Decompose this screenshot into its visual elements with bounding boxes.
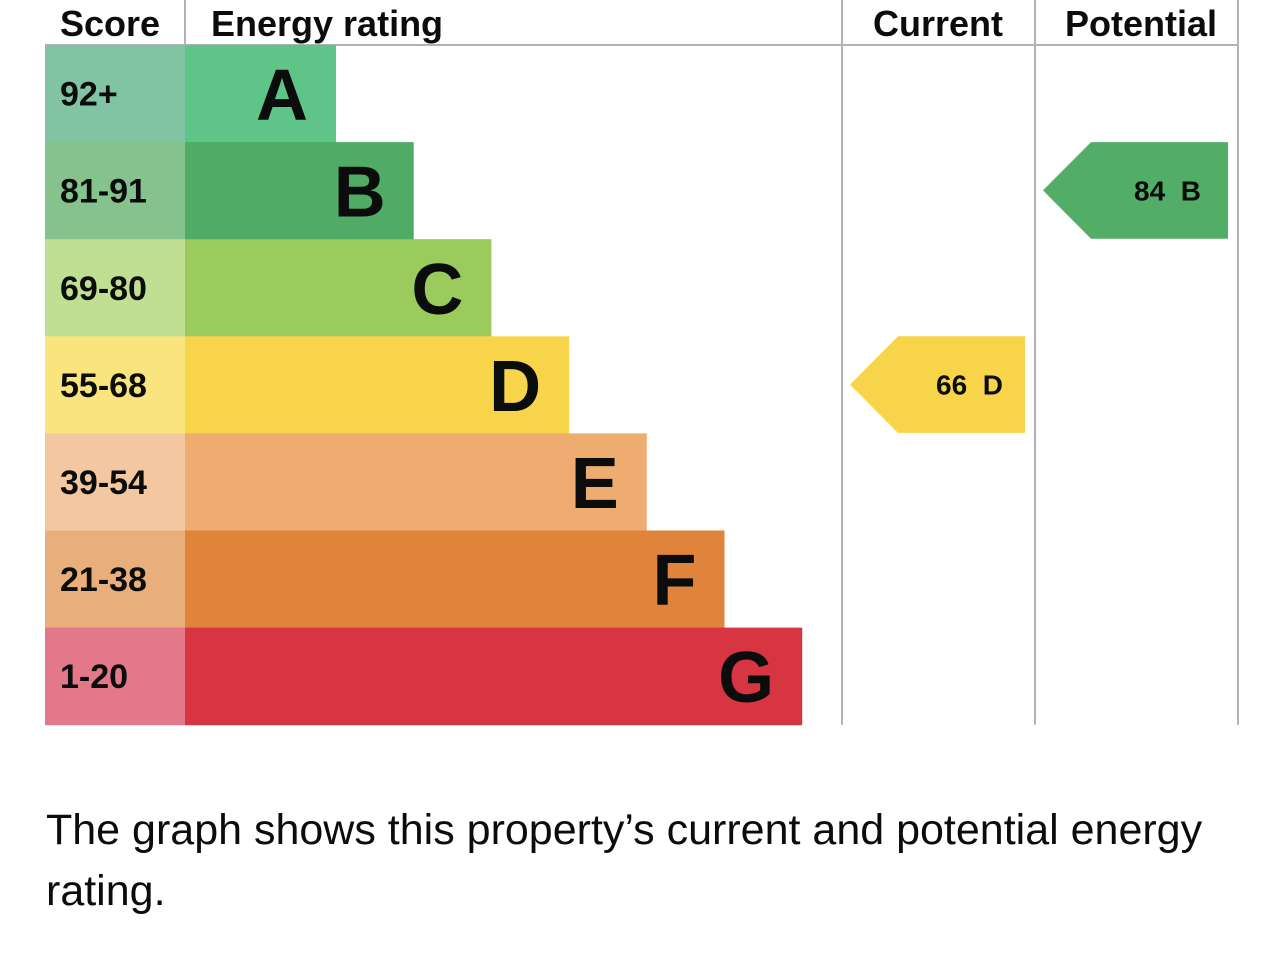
score-range-f: 21-38 xyxy=(60,561,147,599)
header-current: Current xyxy=(873,3,1003,44)
rating-bands: 92+ A 81-91 B 69-80 C 55-68 D 39-54 E 21-38 F 1-20 G xyxy=(45,45,803,726)
score-cell-d xyxy=(45,336,185,434)
rating-arrows: 66 D 84 B xyxy=(850,142,1228,433)
band-letter-b: B xyxy=(334,153,386,233)
score-range-g: 1-20 xyxy=(60,658,128,696)
potential-rating-arrow xyxy=(1043,142,1228,239)
header-score: Score xyxy=(60,3,160,44)
band-bar-d xyxy=(185,336,570,434)
score-range-e: 39-54 xyxy=(60,464,147,502)
header-energy-rating: Energy rating xyxy=(211,3,443,44)
chart-caption: The graph shows this property’s current … xyxy=(46,806,1203,915)
band-bar-c xyxy=(185,239,492,337)
epc-chart-svg: 92+ A81-91 B69-80 C55-68 D39-54 E21-38 F1-20 G … xyxy=(45,0,1239,726)
band-bar-e xyxy=(185,433,647,531)
band-letter-g: G xyxy=(718,638,774,718)
score-cell-g xyxy=(45,627,185,726)
band-letter-a: A xyxy=(256,56,308,136)
epc-chart: 92+ A 81-91 B 69-80 C 55-68 D 39-54 E 21-38 F 1-20 G … xyxy=(45,0,1239,726)
band-bar-f xyxy=(185,530,725,629)
header-potential: Potential xyxy=(1065,3,1217,44)
band-letter-e: E xyxy=(571,444,619,524)
score-range-a: 92+ xyxy=(60,76,118,114)
band-bar-b xyxy=(185,142,414,240)
band-bar-g xyxy=(185,627,803,726)
score-range-c: 69-80 xyxy=(60,270,147,308)
current-rating-arrow xyxy=(850,336,1025,433)
band-letter-c: C xyxy=(411,250,463,330)
score-cell-b xyxy=(45,142,185,240)
score-cell-e xyxy=(45,433,185,531)
score-cell-a xyxy=(45,45,185,143)
score-range-b: 81-91 xyxy=(60,173,147,211)
band-letter-d: D xyxy=(489,347,541,427)
band-letter-f: F xyxy=(653,541,697,621)
score-cell-f xyxy=(45,530,185,629)
score-range-d: 55-68 xyxy=(60,367,147,405)
current-rating-label: 66 D xyxy=(936,370,1003,401)
band-bar-a xyxy=(185,45,336,143)
potential-rating-label: 84 B xyxy=(1134,175,1201,206)
score-cell-c xyxy=(45,239,185,337)
